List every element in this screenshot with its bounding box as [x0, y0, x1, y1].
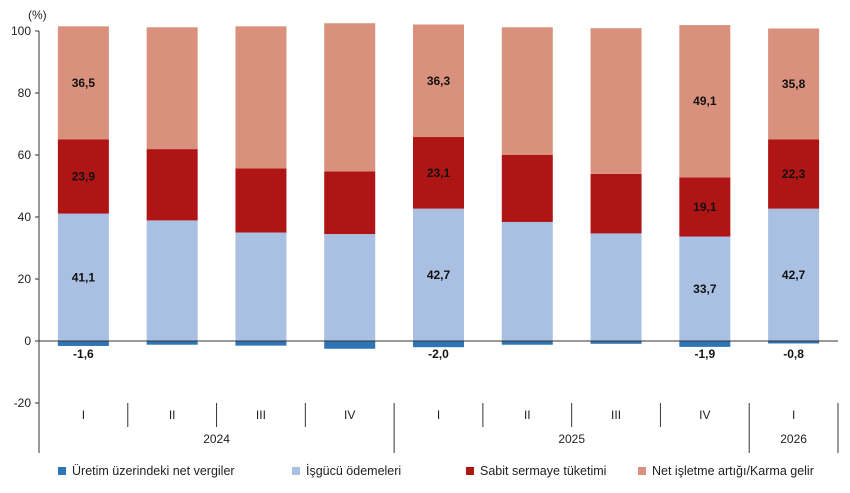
data-label: 23,9 — [72, 170, 96, 184]
bar-segment — [57, 213, 109, 341]
bar-segment — [413, 137, 464, 209]
y-tick-label: 0 — [24, 334, 31, 348]
bar-segment — [235, 232, 287, 341]
data-label: 36,5 — [72, 76, 96, 90]
bar-segment — [768, 28, 820, 140]
data-label: 49,1 — [693, 94, 717, 108]
data-label: -2,0 — [428, 347, 449, 361]
bar-segment — [146, 149, 198, 221]
bar-segment — [324, 171, 376, 235]
x-tick-label: IV — [344, 408, 355, 422]
bar-segment — [235, 341, 287, 346]
bar-segment — [146, 220, 198, 341]
x-tick-label: IV — [699, 408, 710, 422]
data-label: -1,9 — [694, 347, 715, 361]
y-tick-label: 100 — [11, 24, 31, 38]
bar-segment — [324, 23, 376, 172]
bar-segment — [235, 26, 287, 169]
data-label: 42,7 — [427, 268, 451, 282]
bar-segment — [146, 341, 198, 345]
data-label: 23,1 — [427, 166, 451, 180]
bar-segment — [768, 139, 820, 209]
bar-segment — [57, 341, 109, 346]
year-group-label: 2026 — [780, 432, 807, 446]
legend-label: Net işletme artığı/Karma gelir — [652, 464, 814, 478]
bar-segment — [413, 208, 464, 341]
unit-label: (%) — [28, 8, 47, 22]
legend-swatch — [466, 467, 474, 475]
legend-item: Net işletme artığı/Karma gelir — [638, 464, 814, 478]
bar-segment — [501, 341, 553, 345]
x-tick-label: I — [437, 408, 440, 422]
bar-segment — [590, 233, 642, 341]
y-tick-label: 80 — [18, 86, 32, 100]
year-group-label: 2025 — [558, 432, 585, 446]
legend-item: Sabit sermaye tüketimi — [466, 464, 606, 478]
bar-segment — [413, 341, 464, 348]
bar-segment — [679, 341, 731, 347]
legend-label: İşgücü ödemeleri — [306, 464, 402, 478]
x-tick-label: I — [792, 408, 795, 422]
legend: Üretim üzerindeki net vergiler İşgücü öde… — [0, 464, 850, 488]
data-label: -1,6 — [73, 347, 94, 361]
x-tick-label: II — [169, 408, 176, 422]
y-tick-label: 20 — [18, 272, 32, 286]
data-label: 22,3 — [782, 167, 806, 181]
legend-item: İşgücü ödemeleri — [292, 464, 401, 478]
bar-segment — [590, 341, 642, 344]
legend-swatch — [638, 467, 646, 475]
y-tick-label: -20 — [14, 396, 32, 410]
data-label: -0,8 — [783, 347, 804, 361]
bar-segment — [501, 155, 553, 222]
bar-segment — [235, 168, 287, 233]
bar-segment — [324, 341, 376, 349]
year-group-label: 2024 — [203, 432, 230, 446]
legend-item: Üretim üzerindeki net vergiler — [58, 464, 235, 478]
bar-segment — [679, 25, 731, 178]
bar-segment — [57, 139, 109, 214]
data-label: 42,7 — [782, 268, 806, 282]
data-label: 36,3 — [427, 74, 451, 88]
bar-segment — [679, 177, 731, 237]
legend-swatch — [292, 467, 300, 475]
bar-segment — [768, 341, 820, 344]
x-tick-label: I — [82, 408, 85, 422]
y-tick-label: 60 — [18, 148, 32, 162]
data-label: 41,1 — [72, 270, 96, 284]
legend-label: Sabit sermaye tüketimi — [480, 464, 607, 478]
x-tick-label: III — [611, 408, 621, 422]
legend-label: Üretim üzerindeki net vergiler — [72, 464, 235, 478]
x-tick-label: III — [256, 408, 266, 422]
bar-segment — [590, 173, 642, 234]
data-label: 35,8 — [782, 77, 806, 91]
x-tick-label: II — [524, 408, 531, 422]
bar-segment — [590, 28, 642, 174]
legend-swatch — [58, 467, 66, 475]
y-tick-label: 40 — [18, 210, 32, 224]
bar-segment — [413, 24, 464, 138]
bar-segment — [768, 208, 820, 341]
bar-segment — [501, 27, 553, 156]
bar-segment — [679, 236, 731, 341]
bar-segment — [501, 221, 553, 341]
bar-segment — [146, 27, 198, 150]
bar-segment — [324, 234, 376, 341]
data-label: 19,1 — [693, 200, 717, 214]
data-label: 33,7 — [693, 282, 717, 296]
bar-segment — [57, 26, 109, 140]
